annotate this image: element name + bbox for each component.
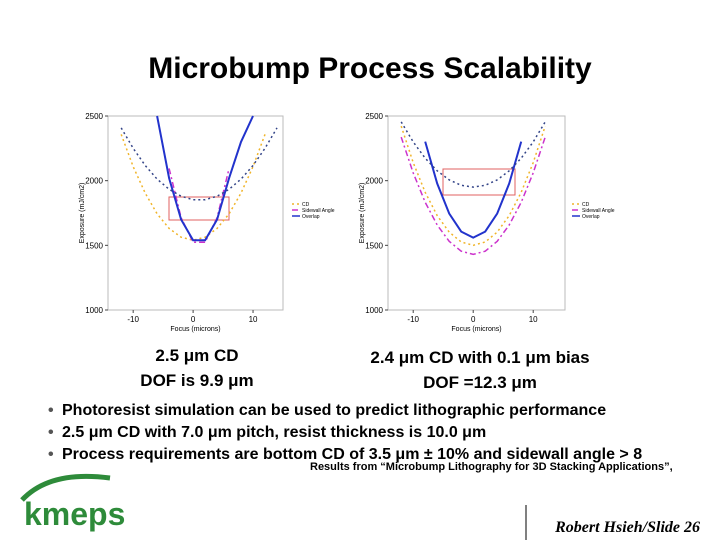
y-axis-label: Exposure (mJ/cm2): [79, 183, 86, 244]
x-axis-label: Focus (microns): [451, 326, 501, 333]
y-tick-label: 2000: [85, 177, 103, 186]
series-line: [424, 141, 523, 239]
series-line: [120, 134, 266, 241]
legend-label: Sidewall Angle: [582, 208, 615, 214]
footer: Robert Hsieh/Slide 26: [554, 519, 700, 536]
y-tick-label: 1000: [365, 306, 383, 315]
y-tick-label: 2000: [365, 177, 383, 186]
legend-label: Overlap: [302, 214, 320, 220]
x-tick-label: 10: [529, 315, 538, 324]
series-line: [168, 168, 230, 243]
y-tick-label: 1500: [85, 241, 103, 250]
caption: 2.4 μm CD with 0.1 μm bias: [370, 348, 589, 367]
bullet: Process requirements are bottom CD of 3.…: [62, 446, 642, 463]
x-axis-label: Focus (microns): [170, 326, 220, 333]
series-line: [400, 121, 546, 188]
x-tick-label: -10: [407, 315, 419, 324]
legend-label: CD: [582, 202, 590, 208]
bullet-dot: •: [48, 424, 54, 441]
plot-area: [107, 115, 284, 311]
logo: kmeps: [24, 496, 125, 532]
bullet-dot: •: [48, 402, 54, 419]
y-tick-label: 2500: [85, 112, 103, 121]
slide-title: Microbump Process Scalability: [148, 52, 592, 85]
y-tick-label: 1000: [85, 306, 103, 315]
series-line: [400, 136, 546, 256]
x-tick-label: 0: [191, 315, 196, 324]
legend-label: Overlap: [582, 214, 600, 220]
caption: DOF is 9.9 μm: [140, 371, 253, 390]
x-tick-label: 0: [471, 315, 476, 324]
bullet-dot: •: [48, 446, 54, 463]
series-line: [156, 115, 254, 242]
y-axis-label: Exposure (mJ/cm2): [359, 183, 366, 244]
y-tick-label: 1500: [365, 241, 383, 250]
bullet: Photoresist simulation can be used to pr…: [62, 402, 606, 419]
citation: Results from “Microbump Lithography for …: [310, 461, 673, 473]
legend-label: Sidewall Angle: [302, 208, 335, 214]
logo-swoosh: [20, 473, 111, 502]
x-tick-label: 10: [249, 315, 258, 324]
process-window: [168, 196, 230, 221]
caption: DOF =12.3 μm: [423, 373, 537, 392]
plot-area: [387, 115, 566, 311]
legend-label: CD: [302, 202, 310, 208]
x-tick-label: -10: [127, 315, 139, 324]
bullet: 2.5 μm CD with 7.0 μm pitch, resist thic…: [62, 424, 486, 441]
series-line: [400, 125, 546, 247]
process-window: [442, 168, 516, 196]
y-tick-label: 2500: [365, 112, 383, 121]
caption: 2.5 μm CD: [155, 346, 238, 365]
series-line: [120, 127, 278, 201]
